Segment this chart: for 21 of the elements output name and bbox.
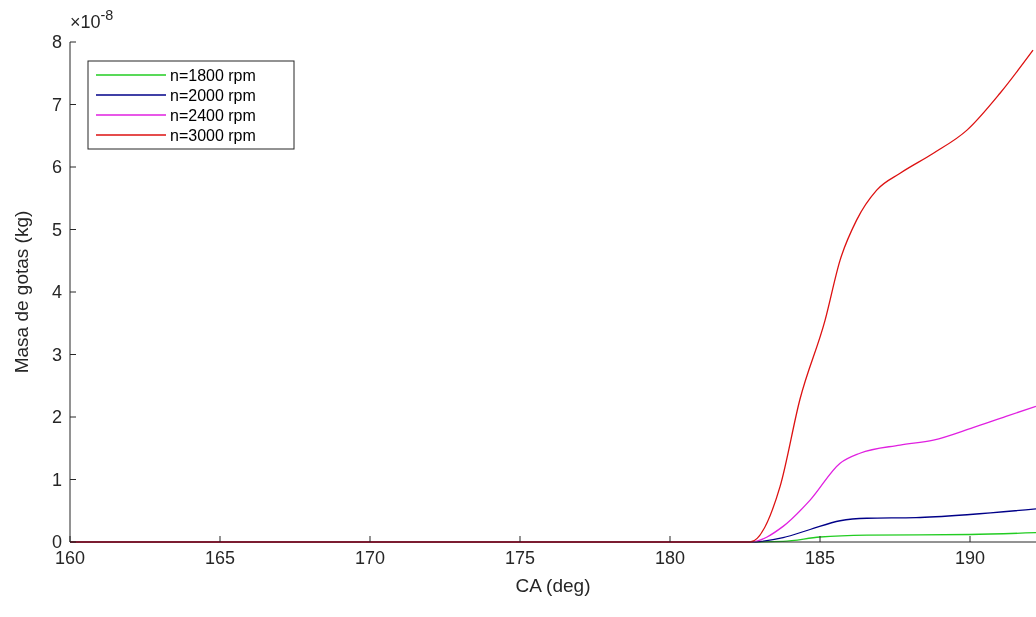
y-tick-label: 1	[51, 469, 62, 490]
y-tick-label: 7	[51, 94, 62, 115]
y-tick-label: 2	[51, 407, 62, 427]
y-tick-label: 4	[51, 282, 62, 302]
y-tick-label: 6	[51, 157, 62, 177]
x-tick-label: 165	[204, 548, 236, 568]
legend-label: n=2400 rpm	[170, 107, 256, 124]
y-tick-label: 5	[51, 219, 62, 240]
x-tick-label: 180	[654, 548, 686, 568]
legend-label: n=1800 rpm	[170, 67, 256, 84]
y-axis-title: Masa de gotas (kg)	[11, 210, 32, 374]
x-tick-label: 185	[804, 548, 836, 568]
x-tick-label: 190	[954, 548, 986, 568]
text: ×10$^{-8}$	[70, 7, 114, 32]
legend-label: n=3000 rpm	[170, 127, 256, 144]
x-axis-title: CA (deg)	[515, 575, 591, 596]
x-tick-label: 170	[354, 548, 386, 568]
y-tick-label: 8	[51, 32, 62, 52]
y-tick-label: 3	[51, 344, 62, 365]
x-tick-label: 175	[504, 548, 536, 568]
legend-label: n=2000 rpm	[170, 87, 256, 104]
